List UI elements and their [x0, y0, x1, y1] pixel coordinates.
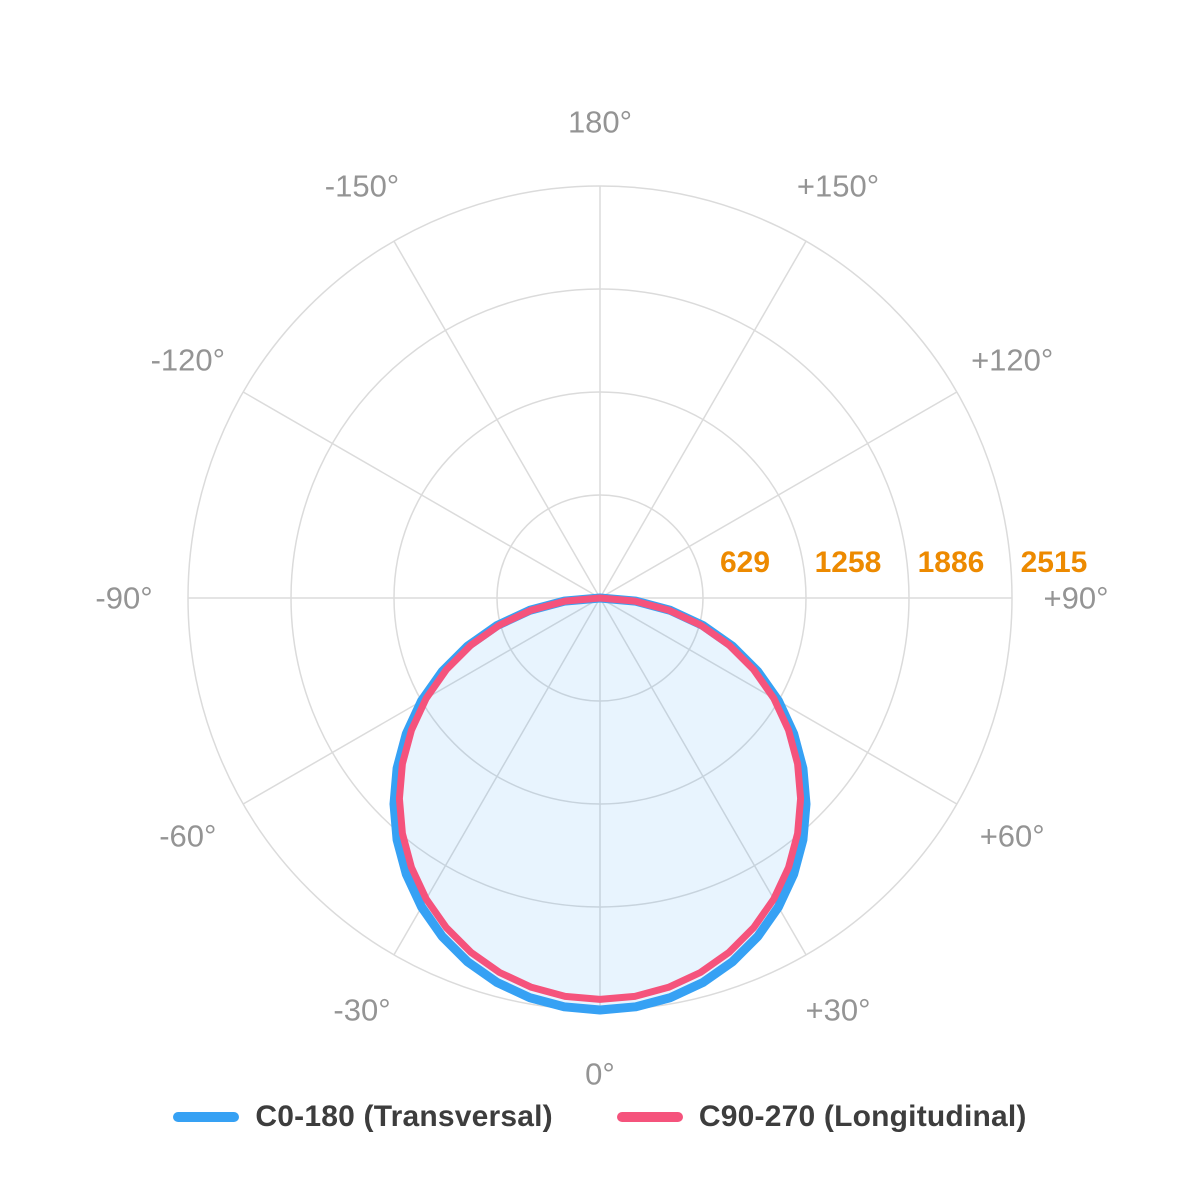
angle-label-60: +60°	[980, 819, 1045, 854]
radial-tick-1886: 1886	[918, 546, 985, 579]
radial-tick-2515: 2515	[1021, 546, 1088, 579]
angle-label--90: -90°	[95, 581, 152, 616]
radial-tick-629: 629	[720, 546, 770, 579]
series-curve-c90-270	[395, 594, 805, 1003]
angle-label--120: -120°	[151, 343, 225, 378]
legend-swatch-c90-270	[616, 1112, 683, 1122]
angle-label-0: 0°	[585, 1057, 615, 1092]
angle-label-120: +120°	[971, 343, 1053, 378]
legend-swatch-c0-180	[173, 1112, 240, 1122]
angle-label--60: -60°	[159, 819, 216, 854]
legend-label-c90-270: C90-270 (Longitudinal)	[698, 1100, 1027, 1133]
angle-label--150: -150°	[325, 168, 399, 203]
legend-item-c0-180[interactable]: C0-180 (Transversal)	[173, 1100, 553, 1134]
angle-label-150: +150°	[797, 168, 879, 203]
legend-item-c90-270[interactable]: C90-270 (Longitudinal)	[616, 1100, 1027, 1134]
angle-label--30: -30°	[333, 993, 390, 1028]
angle-label-30: +30°	[806, 993, 871, 1028]
legend: C0-180 (Transversal) C90-270 (Longitudin…	[0, 1100, 1200, 1134]
angle-label-90: +90°	[1044, 581, 1109, 616]
radial-tick-1258: 1258	[815, 546, 882, 579]
legend-label-c0-180: C0-180 (Transversal)	[255, 1100, 553, 1133]
angle-label-180: 180°	[568, 105, 632, 140]
